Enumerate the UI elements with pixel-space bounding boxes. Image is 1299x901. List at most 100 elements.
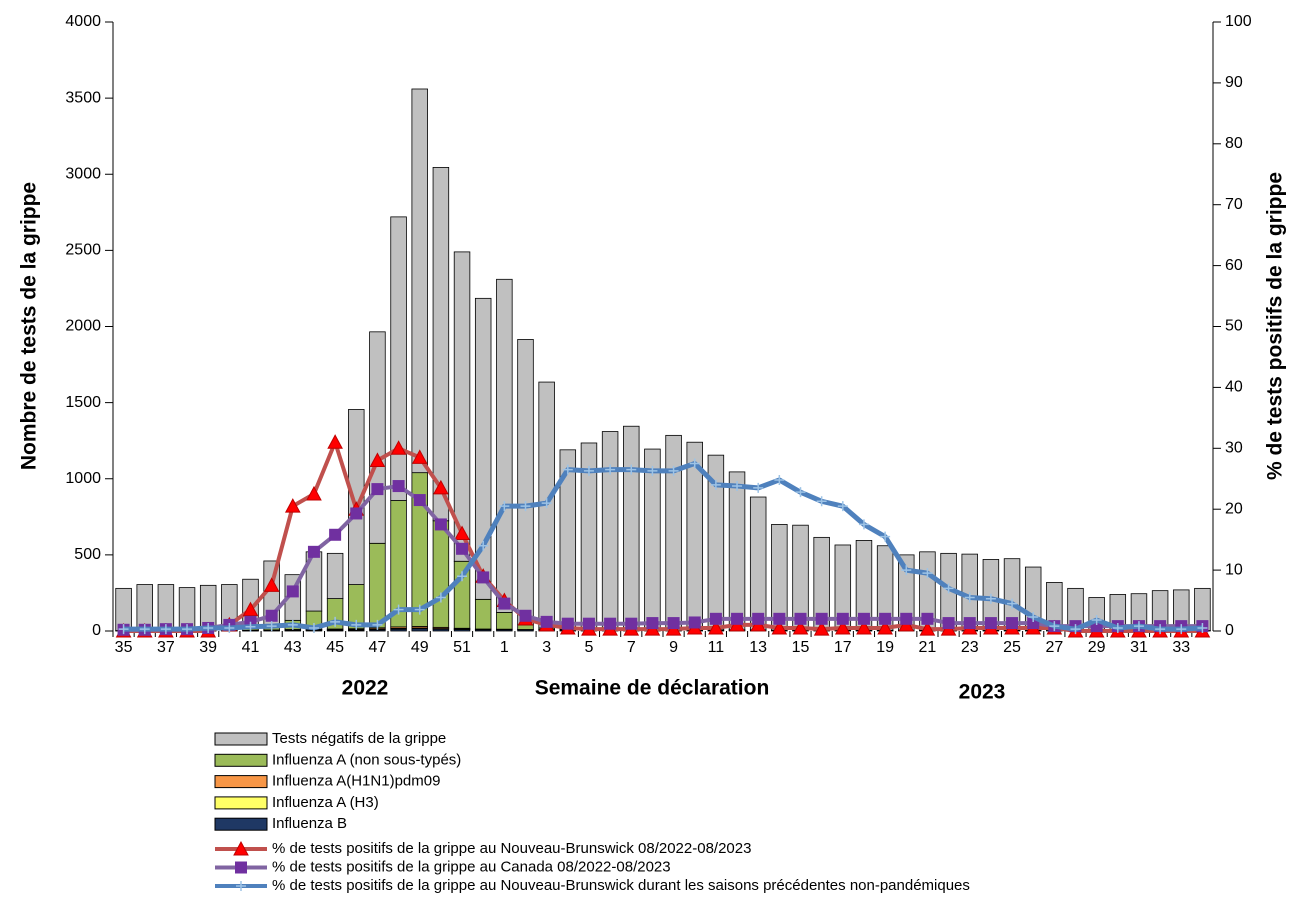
y-tick-label: 2000 (65, 318, 101, 335)
line-marker (182, 624, 193, 635)
bar-segment (517, 624, 534, 630)
line-marker (1197, 622, 1208, 633)
year-label: 2023 (959, 681, 1006, 704)
line-marker (541, 498, 552, 509)
bar-segment (348, 409, 365, 585)
line-marker (813, 621, 830, 636)
line-marker (900, 612, 913, 625)
x-tick-label: 37 (157, 639, 175, 656)
y-axis-title: Nombre de tests de la grippe (18, 182, 41, 470)
line-marker (1070, 624, 1081, 635)
y2-axis-title: % de tests positifs de la grippe (1264, 172, 1287, 480)
line-marker (708, 619, 724, 635)
y-tick-label: 500 (74, 546, 101, 563)
line-marker (263, 577, 280, 592)
y-tick-label: 1500 (65, 394, 101, 411)
line-marker (457, 571, 468, 582)
x-tick-label: 33 (1172, 639, 1190, 656)
line-marker (964, 592, 975, 603)
x-tick-label: 21 (919, 639, 937, 656)
bar-segment (644, 448, 661, 631)
legend-swatch (214, 732, 268, 746)
bar-segment (369, 542, 386, 629)
line-marker (286, 585, 299, 598)
y2-tick-label: 90 (1225, 74, 1243, 91)
line-marker (266, 621, 277, 632)
line-marker (369, 452, 386, 467)
bar-segment (390, 216, 407, 501)
x-tick-label: 47 (369, 639, 387, 656)
x-tick-label: 31 (1130, 639, 1148, 656)
line-marker (985, 593, 996, 604)
line-marker (795, 487, 806, 498)
line-marker (919, 621, 936, 636)
bar-segment (601, 431, 619, 630)
line-marker (771, 619, 788, 635)
bar-segment (453, 251, 471, 562)
line-marker (371, 483, 384, 496)
x-tick-label: 49 (411, 639, 429, 656)
x-tick-label: 1 (500, 639, 509, 656)
line-marker (877, 619, 893, 635)
bar-segment (474, 598, 492, 630)
line-marker (815, 612, 828, 625)
line-marker (390, 440, 407, 455)
bar-segment (623, 425, 640, 631)
line-marker (774, 474, 785, 485)
line-marker (413, 494, 426, 507)
line-marker (1112, 622, 1123, 633)
line-marker (605, 464, 616, 475)
bar-segment (728, 471, 746, 631)
line-marker (647, 465, 658, 476)
y2-tick-label: 70 (1225, 196, 1243, 213)
line-marker (921, 612, 934, 625)
x-tick-label: 45 (326, 639, 344, 656)
bar-segment (369, 331, 386, 544)
line-marker (265, 609, 278, 622)
legend-label: Influenza B (272, 815, 347, 832)
line-marker (731, 612, 744, 625)
line-marker (837, 501, 848, 512)
legend-label: % de tests positifs de la grippe au Cana… (272, 858, 671, 875)
bar-segment (665, 434, 682, 631)
y-tick-label: 3000 (65, 165, 101, 182)
line-marker (667, 617, 680, 630)
line-marker (1028, 611, 1039, 622)
legend-swatch (214, 817, 268, 831)
line-marker (118, 624, 129, 635)
line-marker (625, 617, 638, 630)
line-marker (392, 480, 405, 493)
y2-tick-label: 10 (1225, 561, 1243, 578)
x-tick-label: 11 (708, 639, 725, 656)
x-tick-label: 39 (199, 639, 217, 656)
legend-label: Tests négatifs de la grippe (272, 730, 446, 747)
x-tick-label: 27 (1045, 639, 1063, 656)
bar-segment (432, 520, 450, 628)
line-marker (287, 619, 298, 630)
line-marker (794, 612, 807, 625)
line-marker (963, 617, 976, 630)
line-marker (242, 601, 259, 617)
line-marker (414, 604, 425, 615)
legend-marker (235, 861, 247, 874)
line-marker (752, 612, 765, 625)
line-marker (792, 619, 809, 635)
line-marker (520, 501, 531, 512)
line-marker (327, 434, 343, 449)
line (123, 440, 1203, 633)
x-tick-label: 9 (669, 639, 678, 656)
line-marker (160, 624, 171, 635)
line-marker (1091, 615, 1102, 626)
y-tick-label: 4000 (65, 13, 101, 30)
legend-swatch (214, 796, 268, 810)
line-marker (498, 597, 511, 610)
line-marker (880, 531, 891, 542)
x-tick-label: 19 (876, 639, 894, 656)
bar-segment (517, 339, 534, 626)
y2-tick-label: 40 (1225, 379, 1243, 396)
line-marker (519, 609, 532, 622)
y-tick-label: 2500 (65, 242, 101, 259)
line-marker (1176, 624, 1187, 635)
line-marker (942, 617, 955, 630)
line-marker (773, 612, 786, 625)
